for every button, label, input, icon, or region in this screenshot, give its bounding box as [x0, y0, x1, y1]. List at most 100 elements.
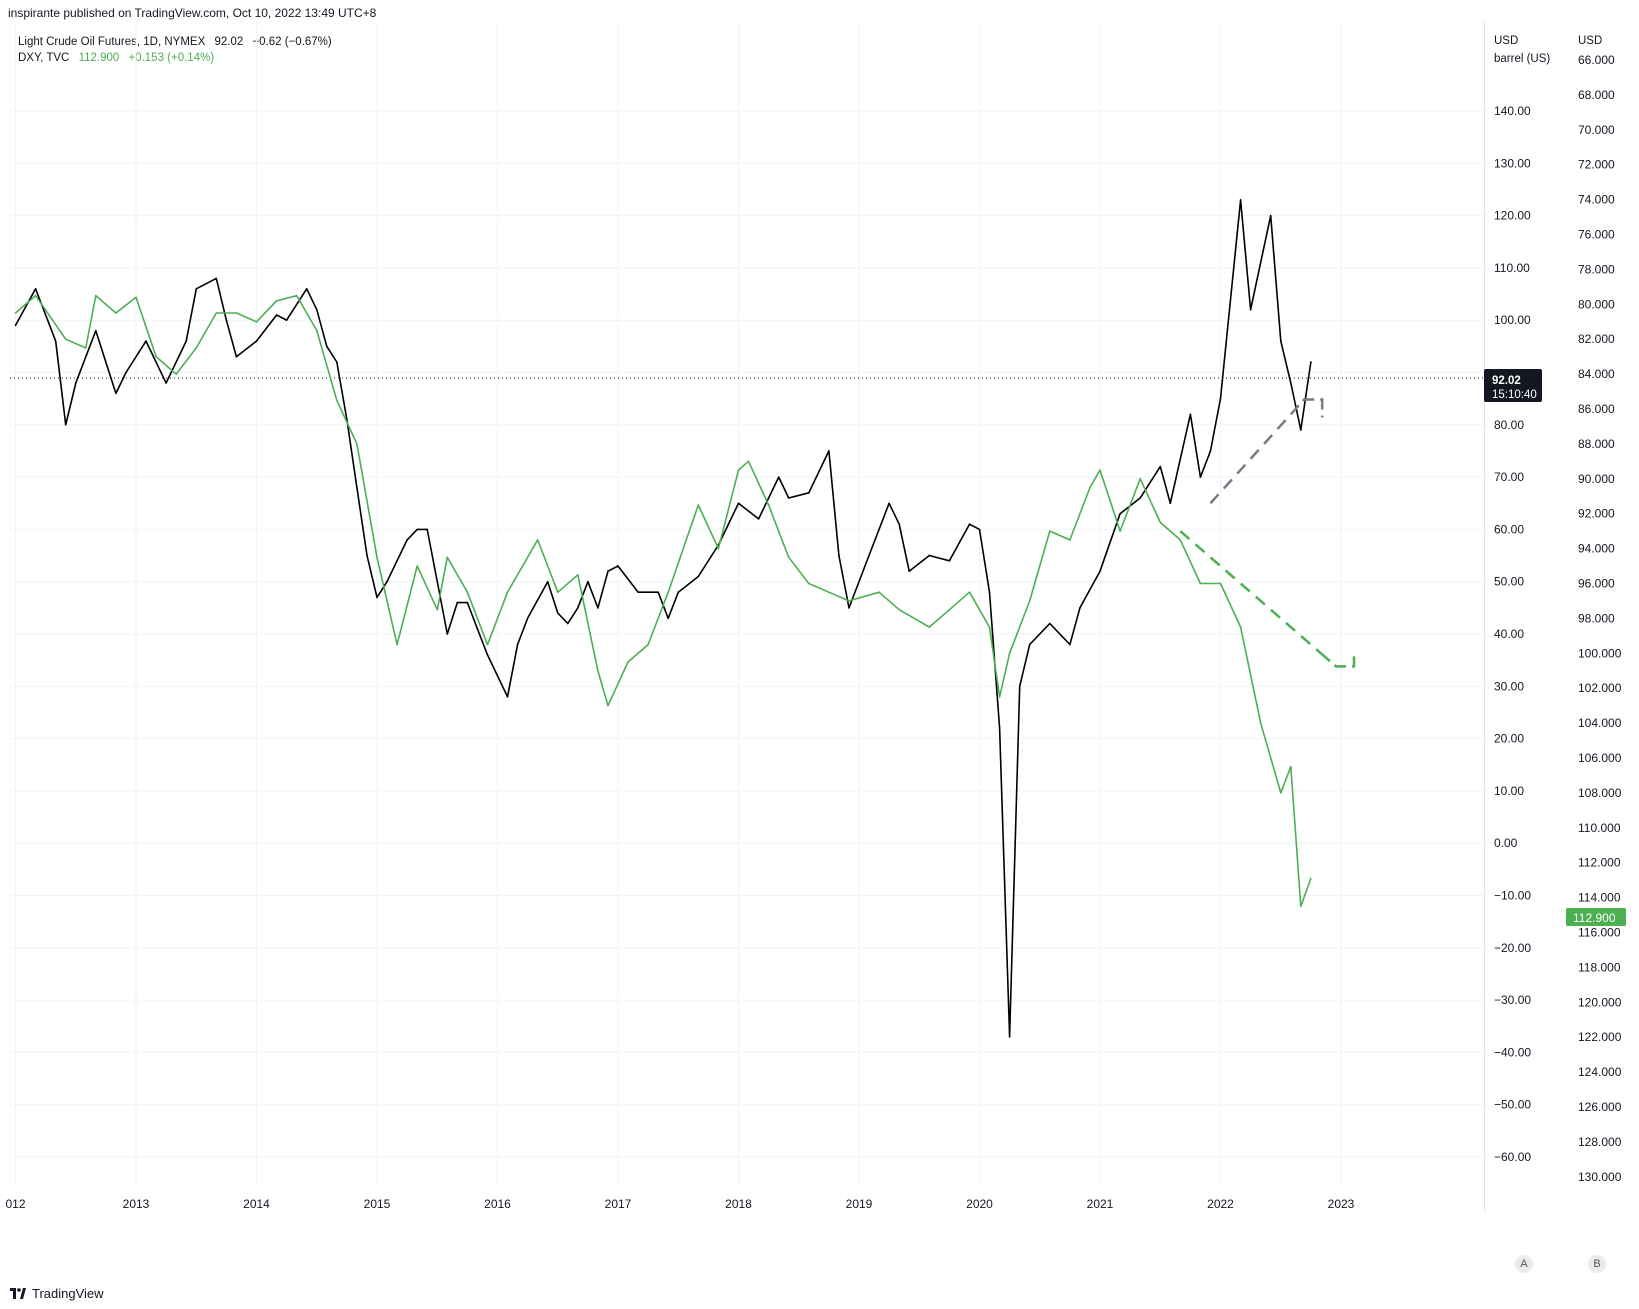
- time-scale[interactable]: 012 2013 2014 2015 2016 2017 2018 2019 2020 2021 2…: [5, 1197, 1354, 1211]
- dxy-data-point: [717, 547, 720, 550]
- time-tick-label: 2017: [605, 1197, 632, 1211]
- dxy-tick-label: 108.000: [1578, 786, 1622, 800]
- dxy-tick-label: 82.000: [1578, 332, 1615, 346]
- dxy-data-point: [697, 504, 700, 506]
- dxy-data-point: [667, 591, 669, 593]
- oil-data-point: [64, 424, 67, 426]
- dxy-data-point: [1139, 478, 1141, 480]
- dxy-data-point: [1280, 792, 1282, 794]
- dxy-price-badge: 112.900: [1566, 908, 1626, 926]
- oil-data-point: [637, 591, 639, 593]
- dxy-data-point: [486, 643, 489, 646]
- oil-data-point: [587, 580, 589, 583]
- dxy-data-point: [235, 312, 238, 314]
- dxy-data-point: [878, 591, 880, 593]
- oil-tick-label: −30.00: [1494, 993, 1531, 1007]
- oil-data-point: [757, 518, 760, 520]
- oil-data-point: [165, 382, 167, 384]
- dxy-data-point: [1049, 530, 1051, 532]
- oil-data-point: [777, 476, 780, 478]
- projection-layer: [1179, 398, 1356, 668]
- legend-oil[interactable]: Light Crude Oil Futures, 1D, NYMEX 92.02…: [18, 34, 332, 50]
- dxy-data-point: [416, 565, 419, 567]
- dxy-data-point: [808, 582, 810, 585]
- oil-tick-label: 30.00: [1494, 679, 1524, 693]
- dxy-data-point: [898, 608, 900, 611]
- dxy-data-point: [988, 626, 991, 628]
- dxy-data-point: [627, 661, 629, 663]
- dxy-data-point: [115, 312, 117, 314]
- oil-projection-arrowhead: [1289, 398, 1324, 418]
- time-tick-label: 2021: [1087, 1197, 1114, 1211]
- oil-data-point: [185, 340, 187, 342]
- dxy-data-point: [1310, 877, 1312, 880]
- dxy-tick-label: 84.000: [1578, 367, 1615, 381]
- oil-data-point: [446, 633, 449, 635]
- oil-series-line: [14, 199, 1312, 1038]
- dxy-tick-label: 88.000: [1578, 437, 1615, 451]
- dxy-tick-label: 122.000: [1578, 1030, 1622, 1044]
- dxy-data-point: [928, 626, 931, 628]
- dxy-price-scale[interactable]: 66.000 68.000 70.000 72.000 74.000 76.000 78.0…: [1578, 53, 1622, 1184]
- publisher-line: inspirante published on TradingView.com,…: [8, 6, 377, 20]
- legend-dxy[interactable]: DXY, TVC 112.900 +0.153 (+0.14%): [18, 50, 332, 66]
- oil-data-point: [677, 591, 680, 593]
- oil-tick-label: 70.00: [1494, 470, 1524, 484]
- dxy-data-point: [1008, 652, 1011, 655]
- auto-scale-button[interactable]: A: [1515, 1255, 1533, 1273]
- oil-projection-line[interactable]: [1209, 413, 1292, 505]
- oil-data-point: [305, 288, 308, 290]
- oil-data-point: [1290, 382, 1292, 384]
- oil-tick-label: 20.00: [1494, 732, 1524, 746]
- time-tick-label: 2016: [484, 1197, 511, 1211]
- dxy-tick-label: 96.000: [1578, 577, 1615, 591]
- dxy-data-point: [968, 591, 971, 593]
- time-tick-label: 2015: [364, 1197, 391, 1211]
- dxy-tick-label: 120.000: [1578, 995, 1622, 1009]
- dxy-data-point: [1219, 582, 1222, 585]
- footer: TradingView: [10, 1286, 104, 1301]
- oil-price-scale[interactable]: 140.00 130.00 120.00 110.00 100.00 80.00 70.00…: [1494, 104, 1531, 1164]
- dxy-projection-arrowhead: [1320, 650, 1356, 668]
- scale-mode-button[interactable]: B: [1588, 1255, 1606, 1273]
- oil-data-point: [75, 382, 77, 384]
- dxy-data-point: [506, 591, 509, 593]
- dxy-data-point: [376, 556, 378, 559]
- oil-data-point: [737, 502, 740, 505]
- dxy-badge-price: 112.900: [1573, 911, 1616, 925]
- legend-dxy-change: +0.153 (+0.14%): [128, 52, 215, 64]
- dxy-data-point: [336, 399, 338, 402]
- oil-data-point: [617, 565, 619, 567]
- dxy-tick-label: 104.000: [1578, 716, 1622, 730]
- oil-tick-label: −50.00: [1494, 1098, 1531, 1112]
- oil-data-point: [1099, 570, 1101, 572]
- oil-tick-label: −60.00: [1494, 1150, 1531, 1164]
- dxy-data-point: [647, 643, 649, 646]
- oil-data-point: [526, 617, 529, 620]
- dxy-data-point: [255, 321, 258, 323]
- oil-data-point: [1310, 361, 1312, 363]
- oil-data-point: [145, 340, 147, 342]
- dxy-tick-label: 98.000: [1578, 611, 1615, 625]
- oil-data-point: [125, 371, 127, 374]
- dxy-data-point: [557, 591, 559, 593]
- oil-data-point: [95, 329, 97, 332]
- dxy-projection-line[interactable]: [1179, 530, 1322, 655]
- oil-data-point: [948, 560, 951, 562]
- oil-data-point: [1028, 643, 1031, 646]
- oil-data-point: [476, 628, 479, 630]
- oil-data-point: [1249, 308, 1252, 311]
- oil-data-point: [577, 607, 579, 609]
- dxy-tick-label: 86.000: [1578, 402, 1615, 416]
- oil-tick-label: 50.00: [1494, 575, 1524, 589]
- oil-data-point: [988, 591, 991, 593]
- dxy-data-point: [1239, 626, 1242, 628]
- legend-oil-change: −0.62 (−0.67%): [252, 36, 332, 48]
- dxy-data-point: [737, 469, 740, 471]
- dxy-tick-label: 94.000: [1578, 542, 1615, 556]
- oil-data-point: [496, 675, 499, 677]
- oil-data-point: [607, 570, 609, 572]
- oil-data-point: [998, 727, 1001, 729]
- dxy-data-point: [34, 294, 37, 297]
